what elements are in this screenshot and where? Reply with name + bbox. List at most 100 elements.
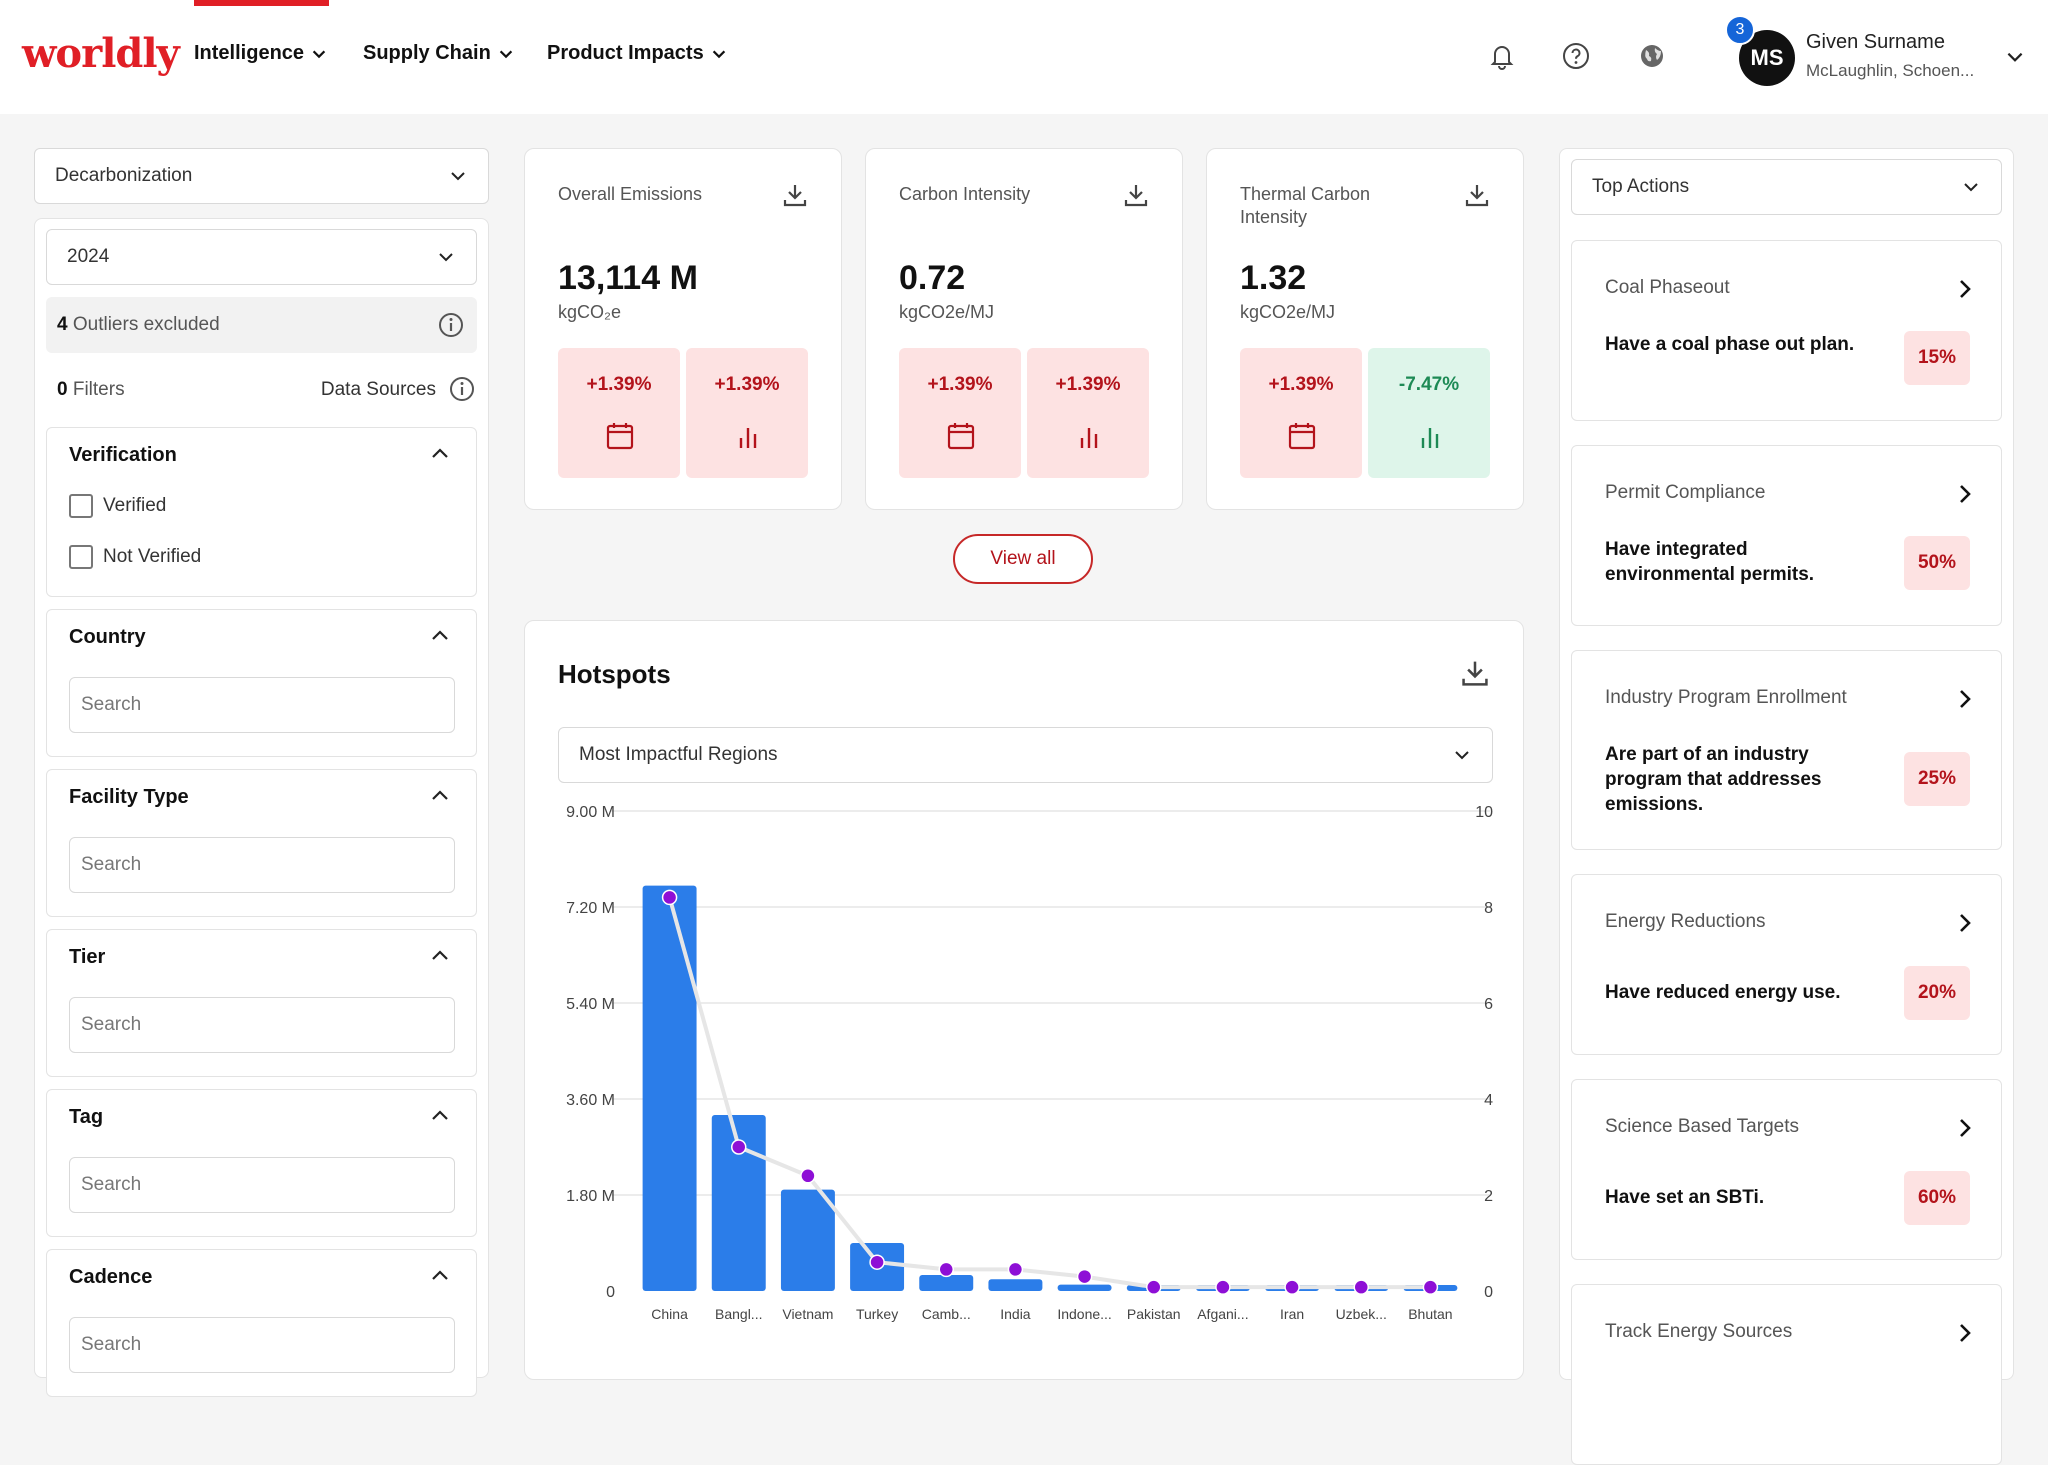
- chart-bar: [919, 1275, 974, 1291]
- worldly-logo[interactable]: worldly: [22, 30, 180, 77]
- kpi-change-tile-benchmark[interactable]: +1.39%: [1027, 348, 1149, 478]
- user-name[interactable]: Given Surname: [1806, 31, 1945, 53]
- action-percentage: 60%: [1904, 1171, 1970, 1225]
- verified-checkbox[interactable]: [69, 494, 93, 518]
- kpi-unit: kgCO2e/MJ: [899, 302, 995, 322]
- chevron-right-icon[interactable]: [1951, 275, 1979, 303]
- x-axis-category-label: Turkey: [856, 1306, 898, 1322]
- not-verified-option[interactable]: Not Verified: [69, 545, 201, 569]
- verified-option[interactable]: Verified: [69, 494, 166, 518]
- year-select-value: 2024: [67, 246, 110, 267]
- action-card-energy-reductions[interactable]: Energy Reductions Have reduced energy us…: [1571, 874, 2002, 1055]
- nav-label: Intelligence: [194, 42, 305, 64]
- action-percentage: 15%: [1904, 331, 1970, 385]
- chart-line-point: [1215, 1279, 1231, 1295]
- tier-filter: Tier: [46, 929, 477, 1077]
- hotspots-select-value: Most Impactful Regions: [579, 744, 778, 765]
- y-axis-right-tick-label: 2: [1484, 1188, 1493, 1205]
- chevron-up-icon[interactable]: [428, 1104, 452, 1128]
- nav-product-impacts[interactable]: Product Impacts: [547, 42, 728, 65]
- active-nav-indicator: [194, 0, 329, 6]
- kpi-change-pct: -7.47%: [1398, 374, 1460, 395]
- action-card-coal-phaseout[interactable]: Coal Phaseout Have a coal phase out plan…: [1571, 240, 2002, 421]
- kpi-change-tile-period[interactable]: +1.39%: [1240, 348, 1362, 478]
- y-axis-left-tick-label: 0: [606, 1284, 615, 1301]
- action-card-science-based-targets[interactable]: Science Based Targets Have set an SBTi. …: [1571, 1079, 2002, 1260]
- outliers-text: 4 Outliers excluded: [57, 314, 220, 336]
- download-icon[interactable]: [781, 181, 809, 209]
- kpi-change-tile-benchmark[interactable]: -7.47%: [1368, 348, 1490, 478]
- chart-line-point: [938, 1261, 954, 1278]
- chevron-right-icon[interactable]: [1951, 1114, 1979, 1142]
- hotspots-card: Hotspots Most Impactful Regions 0 0 1.80 M…: [524, 620, 1524, 1380]
- not-verified-checkbox[interactable]: [69, 545, 93, 569]
- kpi-change-pct: +1.39%: [1055, 374, 1121, 395]
- country-search-input[interactable]: [69, 677, 455, 733]
- cadence-search-input[interactable]: [69, 1317, 455, 1373]
- outliers-count: 4: [57, 314, 68, 335]
- data-sources-label[interactable]: Data Sources: [320, 379, 436, 400]
- bar-chart-icon: [1421, 428, 1439, 448]
- top-navigation-bar: worldly Intelligence Supply Chain Produc…: [0, 0, 2048, 114]
- download-icon[interactable]: [1122, 181, 1150, 209]
- bell-icon[interactable]: [1486, 40, 1518, 72]
- calendar-icon: [947, 423, 975, 450]
- outliers-label: Outliers excluded: [72, 314, 220, 335]
- tag-search-input[interactable]: [69, 1157, 455, 1213]
- hotspots-title: Hotspots: [558, 659, 671, 689]
- globe-icon[interactable]: [1636, 40, 1668, 72]
- action-card-permit-compliance[interactable]: Permit Compliance Have integrated enviro…: [1571, 445, 2002, 626]
- chevron-right-icon[interactable]: [1951, 1319, 1979, 1347]
- download-icon[interactable]: [1463, 181, 1491, 209]
- calendar-icon: [1288, 423, 1316, 450]
- chevron-right-icon[interactable]: [1951, 480, 1979, 508]
- info-icon[interactable]: [448, 375, 476, 403]
- kpi-card-carbon-intensity: Carbon Intensity 0.72 kgCO2e/MJ +1.39% +…: [865, 148, 1183, 510]
- tier-search-input[interactable]: [69, 997, 455, 1053]
- kpi-change-tile-period[interactable]: +1.39%: [558, 348, 680, 478]
- kpi-change-tile-period[interactable]: +1.39%: [899, 348, 1021, 478]
- y-axis-left-tick-label: 1.80 M: [566, 1188, 615, 1205]
- help-icon[interactable]: [1560, 40, 1592, 72]
- top-actions-select[interactable]: Top Actions: [1571, 159, 2002, 215]
- action-percentage: 50%: [1904, 536, 1970, 590]
- chevron-up-icon[interactable]: [428, 784, 452, 808]
- chevron-down-icon: [451, 172, 465, 181]
- year-select[interactable]: 2024: [46, 229, 477, 285]
- nav-supply-chain[interactable]: Supply Chain: [363, 42, 515, 65]
- x-axis-category-label: Iran: [1280, 1306, 1304, 1322]
- chevron-right-icon[interactable]: [1951, 909, 1979, 937]
- chart-bar: [1057, 1284, 1112, 1291]
- kpi-card-overall-emissions: Overall Emissions 13,114 M kgCO₂e +1.39%…: [524, 148, 842, 510]
- facility-type-search-input[interactable]: [69, 837, 455, 893]
- action-card-track-energy-sources[interactable]: Track Energy Sources: [1571, 1284, 2002, 1465]
- hotspots-region-select[interactable]: Most Impactful Regions: [558, 727, 1493, 783]
- kpi-change-pct: +1.39%: [714, 374, 780, 395]
- action-title: Coal Phaseout: [1605, 277, 1730, 298]
- chart-bar: [988, 1279, 1043, 1291]
- download-icon[interactable]: [1459, 657, 1491, 689]
- module-select[interactable]: Decarbonization: [34, 148, 489, 204]
- kpi-change-pct: +1.39%: [927, 374, 993, 395]
- bar-chart-icon: [1080, 428, 1098, 448]
- chevron-right-icon[interactable]: [1951, 685, 1979, 713]
- action-card-industry-program-enrollment[interactable]: Industry Program Enrollment Are part of …: [1571, 650, 2002, 850]
- nav-intelligence[interactable]: Intelligence: [194, 42, 328, 65]
- action-description: Have integrated environmental permits.: [1605, 539, 1815, 585]
- view-all-button[interactable]: View all: [953, 534, 1093, 584]
- x-axis-category-label: Bhutan: [1408, 1306, 1452, 1322]
- x-axis-category-label: Indone...: [1057, 1306, 1112, 1322]
- not-verified-label: Not Verified: [103, 546, 202, 567]
- kpi-change-pct: +1.39%: [1268, 374, 1334, 395]
- kpi-change-tile-benchmark[interactable]: +1.39%: [686, 348, 808, 478]
- chevron-up-icon[interactable]: [428, 442, 452, 466]
- chart-line-point: [731, 1139, 747, 1155]
- y-axis-right-tick-label: 0: [1484, 1284, 1493, 1301]
- chevron-up-icon[interactable]: [428, 944, 452, 968]
- chevron-up-icon[interactable]: [428, 1264, 452, 1288]
- country-title: Country: [69, 626, 146, 648]
- info-icon[interactable]: [437, 311, 465, 339]
- chevron-down-icon[interactable]: [2004, 46, 2026, 68]
- notification-badge: 3: [1725, 15, 1755, 45]
- chevron-up-icon[interactable]: [428, 624, 452, 648]
